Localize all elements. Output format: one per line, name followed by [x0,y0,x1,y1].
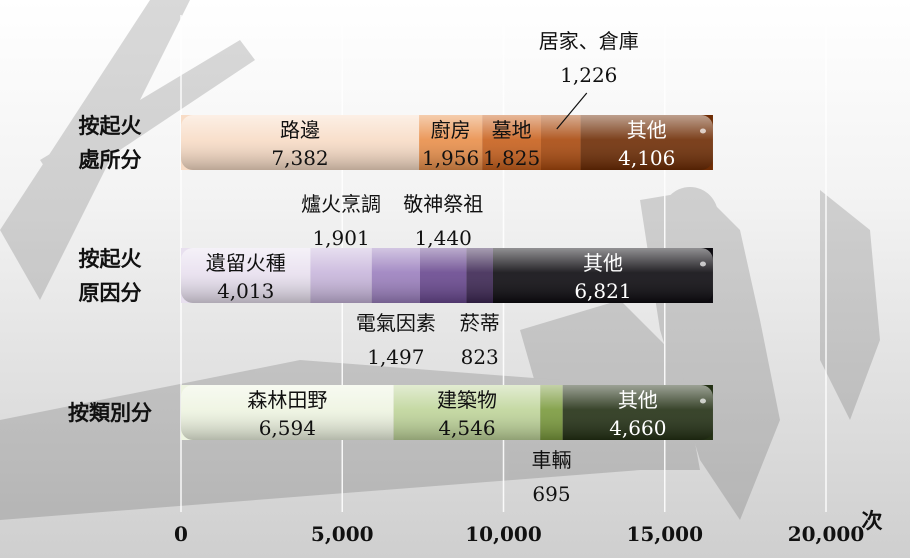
segment-value-label: 1,226 [560,63,617,87]
segment-name-label: 其他 [583,251,623,275]
segment-value-label: 1,901 [312,226,369,250]
x-tick-label: 20,000 [788,522,865,546]
leader-line [556,92,588,130]
x-tick-label: 0 [174,522,188,546]
segment-name-label: 路邊 [280,118,320,142]
category-label: 按起火 原因分 [40,242,180,310]
segment-value-label: 695 [532,482,570,506]
bar-row [181,385,713,440]
bar-highlight [699,261,706,267]
x-tick-label: 10,000 [465,522,542,546]
segment-value-label: 1,956 [422,146,479,170]
x-tick-label: 5,000 [311,522,374,546]
segment-name-label: 其他 [618,388,658,412]
segment-name-label: 爐火烹調 [301,192,381,216]
segment-name-label: 墓地 [492,118,532,142]
bar-gloss [181,248,713,303]
bar-row [181,248,713,303]
segment-value-label: 4,013 [217,279,274,303]
segment-name-label: 居家、倉庫 [539,29,639,53]
segment-name-label: 菸蒂 [460,311,500,335]
segment-name-label: 廚房 [431,118,471,142]
segment-value-label: 1,497 [367,345,424,369]
segment-name-label: 建築物 [437,388,497,412]
segment-value-label: 6,594 [259,416,316,440]
category-label: 按起火 處所分 [40,109,180,177]
bar-highlight [699,398,706,404]
segment-value-label: 6,821 [574,279,631,303]
segment-value-label: 4,660 [609,416,666,440]
unit-label: 次 [861,508,883,533]
bar-row [181,115,713,170]
segment-name-label: 其他 [627,118,667,142]
category-label-line: 處所分 [78,146,142,172]
category-label-line: 按起火 [78,112,142,138]
x-tick-label: 15,000 [626,522,703,546]
bar-gloss [181,115,713,170]
segment-value-label: 4,106 [618,146,675,170]
segment-value-label: 7,382 [271,146,328,170]
segment-name-label: 遺留火種 [206,251,286,275]
bar-highlight [699,128,706,134]
segment-name-label: 森林田野 [247,388,327,412]
segment-value-label: 4,546 [438,416,495,440]
category-label-line: 按起火 [78,245,142,271]
segment-name-label: 電氣因素 [356,311,436,335]
category-label: 按類別分 [40,396,180,430]
category-label-line: 按類別分 [68,399,152,425]
segment-value-label: 1,440 [415,226,472,250]
category-label-line: 原因分 [78,279,142,305]
segment-value-label: 1,825 [483,146,540,170]
segment-name-label: 敬神祭祖 [403,192,483,216]
bar-gloss [181,385,713,440]
segment-value-label: 823 [461,345,499,369]
segment-name-label: 車輛 [531,448,571,472]
